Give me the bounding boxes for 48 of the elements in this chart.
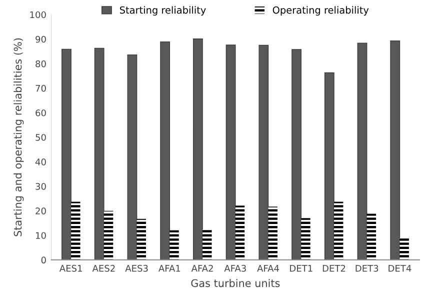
bar bbox=[202, 229, 212, 260]
y-axis-title: Starting and operating reliabilities (%) bbox=[14, 38, 24, 236]
bar bbox=[400, 238, 409, 260]
x-tick-label: DET1 bbox=[290, 265, 312, 272]
x-tick-label: DET2 bbox=[322, 264, 346, 272]
bar bbox=[160, 41, 170, 260]
bar bbox=[268, 206, 278, 260]
bar bbox=[292, 49, 302, 260]
bar bbox=[192, 38, 203, 260]
bar bbox=[226, 44, 236, 260]
x-tick-label: AES2 bbox=[92, 264, 115, 272]
y-tick-label: 0 bbox=[41, 256, 46, 264]
bar bbox=[324, 72, 334, 260]
bar bbox=[136, 218, 146, 260]
bar bbox=[390, 40, 400, 260]
x-tick-label: AFA3 bbox=[224, 264, 246, 272]
legend-label: Starting reliability bbox=[120, 6, 206, 16]
x-tick-label: AFA2 bbox=[191, 264, 213, 272]
y-tick-label: 100 bbox=[30, 11, 46, 18]
y-tick-label: 60 bbox=[36, 109, 46, 116]
x-tick-label: AFA4 bbox=[257, 265, 279, 272]
bar bbox=[127, 54, 138, 260]
bar bbox=[62, 48, 72, 260]
bar bbox=[258, 44, 269, 260]
x-axis-title: Gas turbine units bbox=[191, 279, 280, 288]
y-tick-label: 50 bbox=[36, 134, 46, 141]
x-tick-label: AES1 bbox=[59, 264, 82, 272]
y-tick-label: 30 bbox=[36, 183, 46, 190]
y-tick-label: 90 bbox=[36, 36, 46, 43]
bar bbox=[366, 214, 376, 260]
x-tick-label: DET3 bbox=[356, 264, 378, 272]
bar bbox=[301, 218, 310, 260]
y-tick-label: 70 bbox=[36, 84, 46, 92]
y-tick-label: 10 bbox=[36, 232, 46, 239]
bar bbox=[235, 206, 245, 260]
bar bbox=[170, 230, 179, 260]
x-tick-label: AES3 bbox=[125, 264, 148, 272]
bar bbox=[94, 48, 104, 260]
y-tick-label: 20 bbox=[36, 208, 46, 214]
x-tick-label: AFA1 bbox=[158, 265, 180, 272]
bar bbox=[334, 202, 344, 260]
legend-label: Operating reliability bbox=[272, 6, 369, 16]
bar bbox=[357, 42, 368, 260]
bar bbox=[71, 202, 80, 260]
y-tick-label: 40 bbox=[35, 158, 46, 166]
y-tick-label: 80 bbox=[36, 60, 46, 68]
x-tick-label: DET4 bbox=[388, 265, 412, 272]
bar bbox=[104, 210, 114, 260]
